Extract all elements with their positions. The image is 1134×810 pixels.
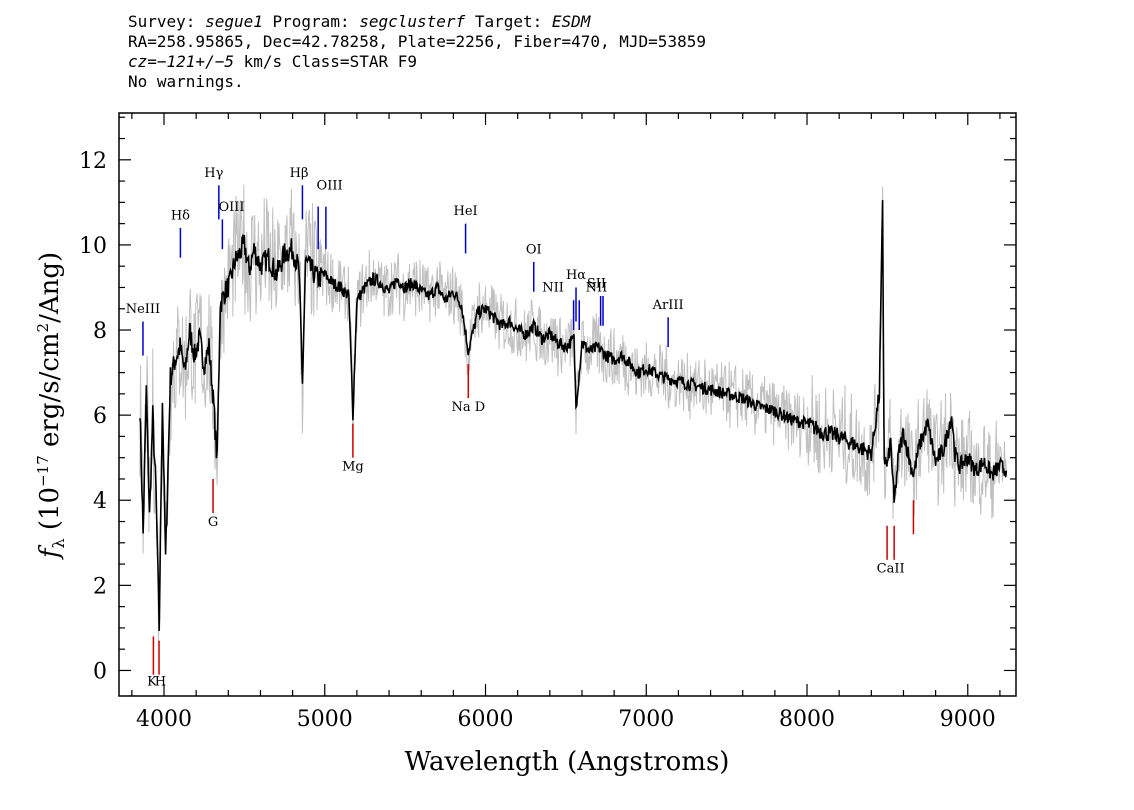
emission-line-label: OIII xyxy=(317,179,343,194)
redshift-value: cz=−121+/−5 xyxy=(128,52,234,71)
survey-label: Survey: xyxy=(128,12,196,31)
spectrum-flux-trace xyxy=(139,200,1008,631)
plot-area xyxy=(139,184,1008,645)
y-tick-label: 0 xyxy=(93,659,107,684)
y-tick-label: 12 xyxy=(79,149,107,174)
emission-line-label: SII xyxy=(587,276,606,291)
x-tick-label: 7000 xyxy=(618,707,674,732)
header-line-3: cz=−121+/−5 km/s Class=STAR F9 xyxy=(128,52,706,72)
spectrum-header: Survey: segue1 Program: segclusterf Targ… xyxy=(128,12,706,92)
plot-frame xyxy=(118,112,1017,697)
emission-line-label: OI xyxy=(526,242,542,257)
absorption-line-label: Mg xyxy=(342,459,364,474)
y-tick-label: 4 xyxy=(93,489,107,514)
emission-line-label: ArIII xyxy=(652,298,684,313)
x-tick-label: 4000 xyxy=(136,707,192,732)
target-value: ESDM xyxy=(551,12,591,31)
y-tick-label: 10 xyxy=(79,234,107,259)
header-line-2: RA=258.95865, Dec=42.78258, Plate=2256, … xyxy=(128,32,706,51)
emission-line-label: Hγ xyxy=(204,166,223,181)
emission-line-label: HeI xyxy=(453,204,477,219)
header-line-1: Survey: segue1 Program: segclusterf Targ… xyxy=(128,12,706,32)
emission-line-label: Hβ xyxy=(290,166,309,181)
program-value: segclusterf xyxy=(359,12,466,31)
emission-line-label: Hα xyxy=(566,268,586,283)
emission-line-label: NII xyxy=(586,281,608,296)
x-tick-label: 6000 xyxy=(458,707,514,732)
absorption-line-label: H xyxy=(155,674,166,689)
program-label: Program: xyxy=(272,12,350,31)
axis-ticks: 4000 5000 6000 7000 8000 9000 0 2 4 6 8 10 12 xyxy=(79,113,1016,732)
emission-line-label: Hδ xyxy=(171,208,190,223)
emission-line-label: NII xyxy=(542,281,564,296)
y-tick-label: 6 xyxy=(93,404,107,429)
emission-line-label: NeIII xyxy=(126,302,160,317)
header-line-4: No warnings. xyxy=(128,72,244,91)
x-axis-title: Wavelength (Angstroms) xyxy=(405,747,730,777)
target-label: Target: xyxy=(474,12,543,31)
absorption-line-label: K xyxy=(147,674,157,689)
y-tick-label: 2 xyxy=(93,574,107,599)
absorption-line-label: CaII xyxy=(877,562,905,577)
emission-line-label: OIII xyxy=(218,200,244,215)
line-labels: NeIIIHδHγOIIIHβOIIIHeIOINIIHαNIISIIArIII… xyxy=(126,166,915,689)
y-axis-title: fλ (10−17 erg/s/cm2/Ang) xyxy=(34,252,68,560)
absorption-line-label: G xyxy=(208,515,218,530)
survey-value: segue1 xyxy=(205,12,263,31)
class-value: km/s Class=STAR F9 xyxy=(233,52,417,71)
y-tick-label: 8 xyxy=(93,319,107,344)
x-tick-label: 9000 xyxy=(940,707,996,732)
x-tick-label: 8000 xyxy=(779,707,835,732)
x-tick-label: 5000 xyxy=(297,707,353,732)
absorption-line-label: Na D xyxy=(451,400,485,415)
